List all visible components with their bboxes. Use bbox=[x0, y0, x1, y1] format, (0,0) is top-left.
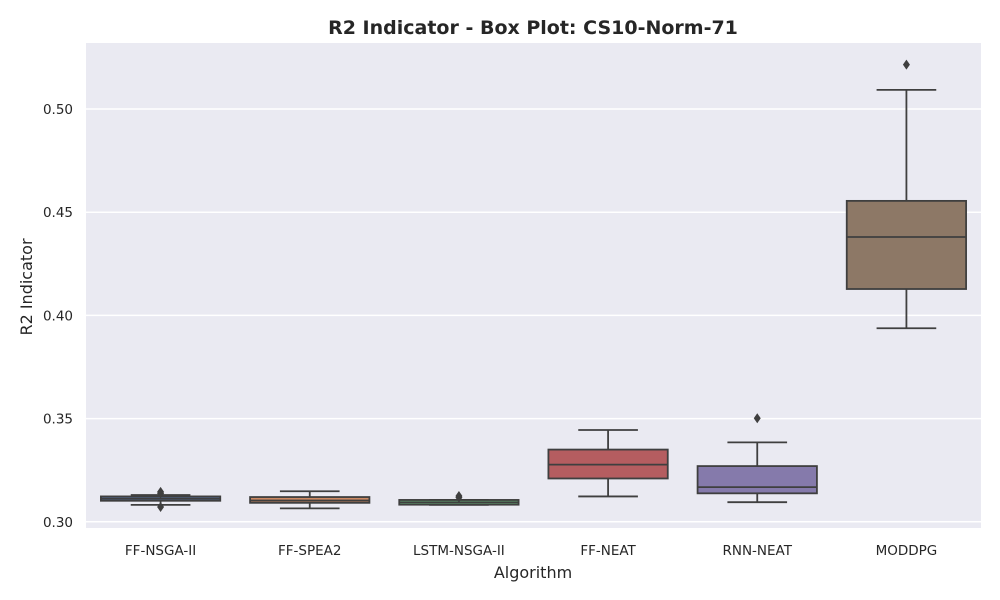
x-tick-label-4: RNN-NEAT bbox=[722, 543, 792, 559]
x-axis-label: Algorithm bbox=[494, 563, 572, 582]
y-axis-ticks: 0.30 0.35 0.40 0.45 0.50 bbox=[43, 102, 73, 531]
outlier-point-0 bbox=[902, 59, 910, 70]
x-tick-label-2: LSTM-NSGA-II bbox=[413, 543, 505, 559]
chart-title: R2 Indicator - Box Plot: CS10-Norm-71 bbox=[328, 17, 738, 39]
x-tick-label-0: FF-NSGA-II bbox=[125, 543, 196, 559]
box-moddpg bbox=[845, 59, 967, 330]
box-ff-spea2 bbox=[249, 490, 371, 510]
y-tick-label-3: 0.45 bbox=[43, 205, 73, 221]
outlier-point-2 bbox=[157, 488, 165, 499]
x-tick-label-5: MODDPG bbox=[876, 543, 938, 559]
box-rnn-neat bbox=[696, 413, 818, 504]
box-lstm-nsga-ii bbox=[398, 491, 520, 506]
box-ff-neat bbox=[547, 429, 669, 498]
y-tick-label-4: 0.50 bbox=[43, 102, 73, 118]
x-tick-label-1: FF-SPEA2 bbox=[278, 543, 341, 559]
y-tick-label-1: 0.35 bbox=[43, 412, 73, 428]
boxes-layer bbox=[100, 59, 967, 512]
outlier-point-0 bbox=[157, 501, 165, 512]
y-tick-label-2: 0.40 bbox=[43, 308, 73, 324]
y-axis-label: R2 Indicator bbox=[17, 238, 36, 336]
x-tick-label-3: FF-NEAT bbox=[580, 543, 636, 559]
box-body bbox=[845, 199, 967, 290]
y-tick-label-0: 0.30 bbox=[43, 515, 73, 531]
outlier-point-1 bbox=[455, 491, 463, 502]
box-ff-nsga-ii bbox=[100, 486, 222, 512]
box-body bbox=[696, 465, 818, 495]
plot-area bbox=[86, 43, 981, 528]
x-axis-ticks: FF-NSGA-II FF-SPEA2 LSTM-NSGA-II FF-NEAT RNN… bbox=[125, 543, 937, 559]
outlier-point-0 bbox=[753, 413, 761, 424]
grid-lines bbox=[86, 108, 981, 523]
